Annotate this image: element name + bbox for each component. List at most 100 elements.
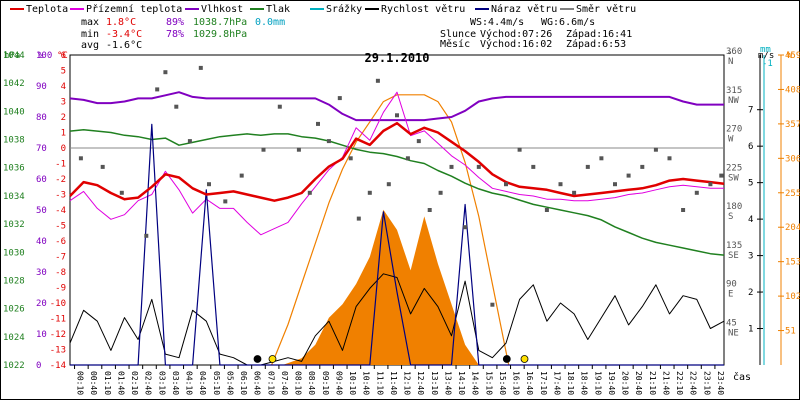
x-tick: 21:10 bbox=[648, 371, 657, 395]
x-tick: 04:10 bbox=[185, 371, 194, 395]
moon-set: Západ:6:53 bbox=[566, 38, 626, 50]
wind-direction-point bbox=[694, 190, 699, 195]
x-tick: 13:10 bbox=[430, 371, 439, 395]
legend-label: Přízemní teplota bbox=[86, 3, 182, 15]
wind-sun-stats: WS:4.4m/s WG:6.6m/s Slunce Východ:07:26 … bbox=[440, 17, 632, 50]
degrees-tick: 360 bbox=[726, 47, 742, 57]
series-prizemni-teplota bbox=[69, 91, 724, 236]
x-tick: 16:10 bbox=[512, 371, 521, 395]
x-tick: 02:10 bbox=[130, 371, 139, 395]
x-tick: 01:40 bbox=[116, 371, 125, 395]
compass-tick: SE bbox=[728, 251, 739, 261]
ms-tick: 2 bbox=[748, 288, 753, 298]
series-vlhkost bbox=[69, 91, 724, 122]
legend-item-3: Tlak bbox=[250, 4, 290, 15]
wm2-tick: 459 bbox=[785, 51, 800, 61]
wind-direction-point bbox=[296, 147, 301, 152]
series-teoreticke-zareni bbox=[271, 94, 510, 366]
celsius-tick: 6 bbox=[61, 51, 66, 61]
x-tick: 23:40 bbox=[716, 371, 725, 395]
compass-tick: W bbox=[728, 135, 734, 145]
wind-direction-point bbox=[531, 164, 536, 169]
x-tick: 18:40 bbox=[580, 371, 589, 395]
legend: Teplota Přízemní teplota Vlhkost Tlak Srážky… bbox=[10, 3, 636, 15]
wm2-tick: 306 bbox=[785, 154, 800, 164]
wind-direction-point bbox=[463, 225, 468, 230]
x-tick: 22:40 bbox=[689, 371, 698, 395]
chart-title: 29.1.2010 bbox=[364, 51, 429, 65]
legend-item-6: Náraz větru bbox=[475, 3, 557, 15]
wind-direction-point bbox=[613, 182, 617, 187]
x-tick: 06:10 bbox=[239, 371, 248, 395]
celsius-tick: -10 bbox=[50, 299, 66, 309]
compass-tick: S bbox=[728, 212, 733, 222]
wind-direction-point bbox=[558, 182, 563, 187]
stats-avg-temp: -1.6°C bbox=[106, 40, 142, 51]
ms-axis-label: m/s bbox=[758, 51, 774, 61]
x-tick: 03:10 bbox=[157, 371, 166, 395]
x-tick: 18:10 bbox=[566, 371, 575, 395]
percent-tick: 0 bbox=[36, 361, 41, 371]
x-tick: 06:40 bbox=[253, 371, 262, 395]
x-tick: 05:10 bbox=[212, 371, 221, 395]
mm-tick: -1 bbox=[762, 59, 773, 69]
hpa-tick: 1044 bbox=[3, 51, 25, 61]
celsius-tick: -1 bbox=[55, 160, 66, 170]
wind-direction-point bbox=[326, 139, 331, 144]
percent-tick: 100 bbox=[36, 51, 52, 61]
wind-direction-point bbox=[207, 182, 211, 187]
x-tick: 00:10 bbox=[76, 371, 85, 395]
stats-max-hum: 89% bbox=[166, 17, 184, 28]
hpa-tick: 1028 bbox=[3, 276, 25, 286]
hpa-tick: 1042 bbox=[3, 79, 25, 89]
stats-min-temp: -3.4°C bbox=[106, 29, 142, 40]
wind-direction-point bbox=[261, 147, 266, 152]
x-tick: 19:10 bbox=[593, 371, 602, 395]
x-tick: 09:40 bbox=[334, 371, 343, 395]
legend-item-7: Směr větru bbox=[560, 3, 636, 15]
wind-direction-point bbox=[640, 164, 645, 169]
stats-max-press: 1038.7hPa bbox=[193, 17, 247, 28]
celsius-tick: -7 bbox=[55, 253, 66, 263]
ms-tick: 3 bbox=[748, 252, 753, 262]
mm-axis-label: mm bbox=[760, 45, 771, 55]
x-tick: 07:10 bbox=[266, 371, 275, 395]
axes: hPa1022102410261028103010321034103610381… bbox=[3, 45, 800, 371]
wind-direction-point bbox=[198, 65, 203, 70]
hpa-tick: 1034 bbox=[3, 192, 25, 202]
compass-tick: E bbox=[728, 290, 733, 300]
wind-direction-point bbox=[517, 147, 522, 152]
ms-tick: 1 bbox=[748, 325, 753, 335]
wind-direction-point bbox=[681, 208, 686, 212]
legend-label: Vlhkost bbox=[201, 4, 243, 15]
celsius-tick: -2 bbox=[55, 175, 66, 185]
x-axis: 00:10 00:40 01:10 01:40 02:10 02:40 03:10 03:40… bbox=[74, 365, 725, 395]
wm2-axis-label: W bbox=[787, 51, 793, 61]
x-tick: 20:10 bbox=[621, 371, 630, 395]
x-tick: 02:40 bbox=[144, 371, 153, 395]
wind-direction-point bbox=[416, 139, 421, 144]
celsius-axis-label: °C bbox=[57, 51, 68, 61]
x-tick: 08:10 bbox=[294, 371, 303, 395]
wind-direction-point bbox=[119, 190, 124, 195]
percent-tick: 80 bbox=[36, 113, 47, 123]
stats-max-label: max bbox=[81, 17, 99, 28]
wm2-tick: 51 bbox=[785, 327, 796, 337]
wind-direction-point bbox=[367, 190, 372, 195]
hpa-tick: 1026 bbox=[3, 305, 25, 315]
wind-direction-point bbox=[277, 104, 282, 109]
legend-label: Směr větru bbox=[576, 3, 636, 15]
wm2-tick: 153 bbox=[785, 258, 800, 268]
celsius-tick: -12 bbox=[50, 330, 66, 340]
legend-item-0: Teplota bbox=[10, 4, 68, 15]
series-layer bbox=[69, 65, 725, 366]
wind-direction-point bbox=[78, 156, 83, 161]
wind-direction-point bbox=[100, 164, 105, 169]
legend-label: Teplota bbox=[26, 4, 68, 15]
stats-min-label: min bbox=[81, 29, 99, 40]
legend-label: Srážky bbox=[326, 3, 362, 15]
wind-direction-point bbox=[375, 78, 380, 83]
wind-direction-point bbox=[223, 199, 228, 204]
percent-tick: 70 bbox=[36, 144, 47, 154]
